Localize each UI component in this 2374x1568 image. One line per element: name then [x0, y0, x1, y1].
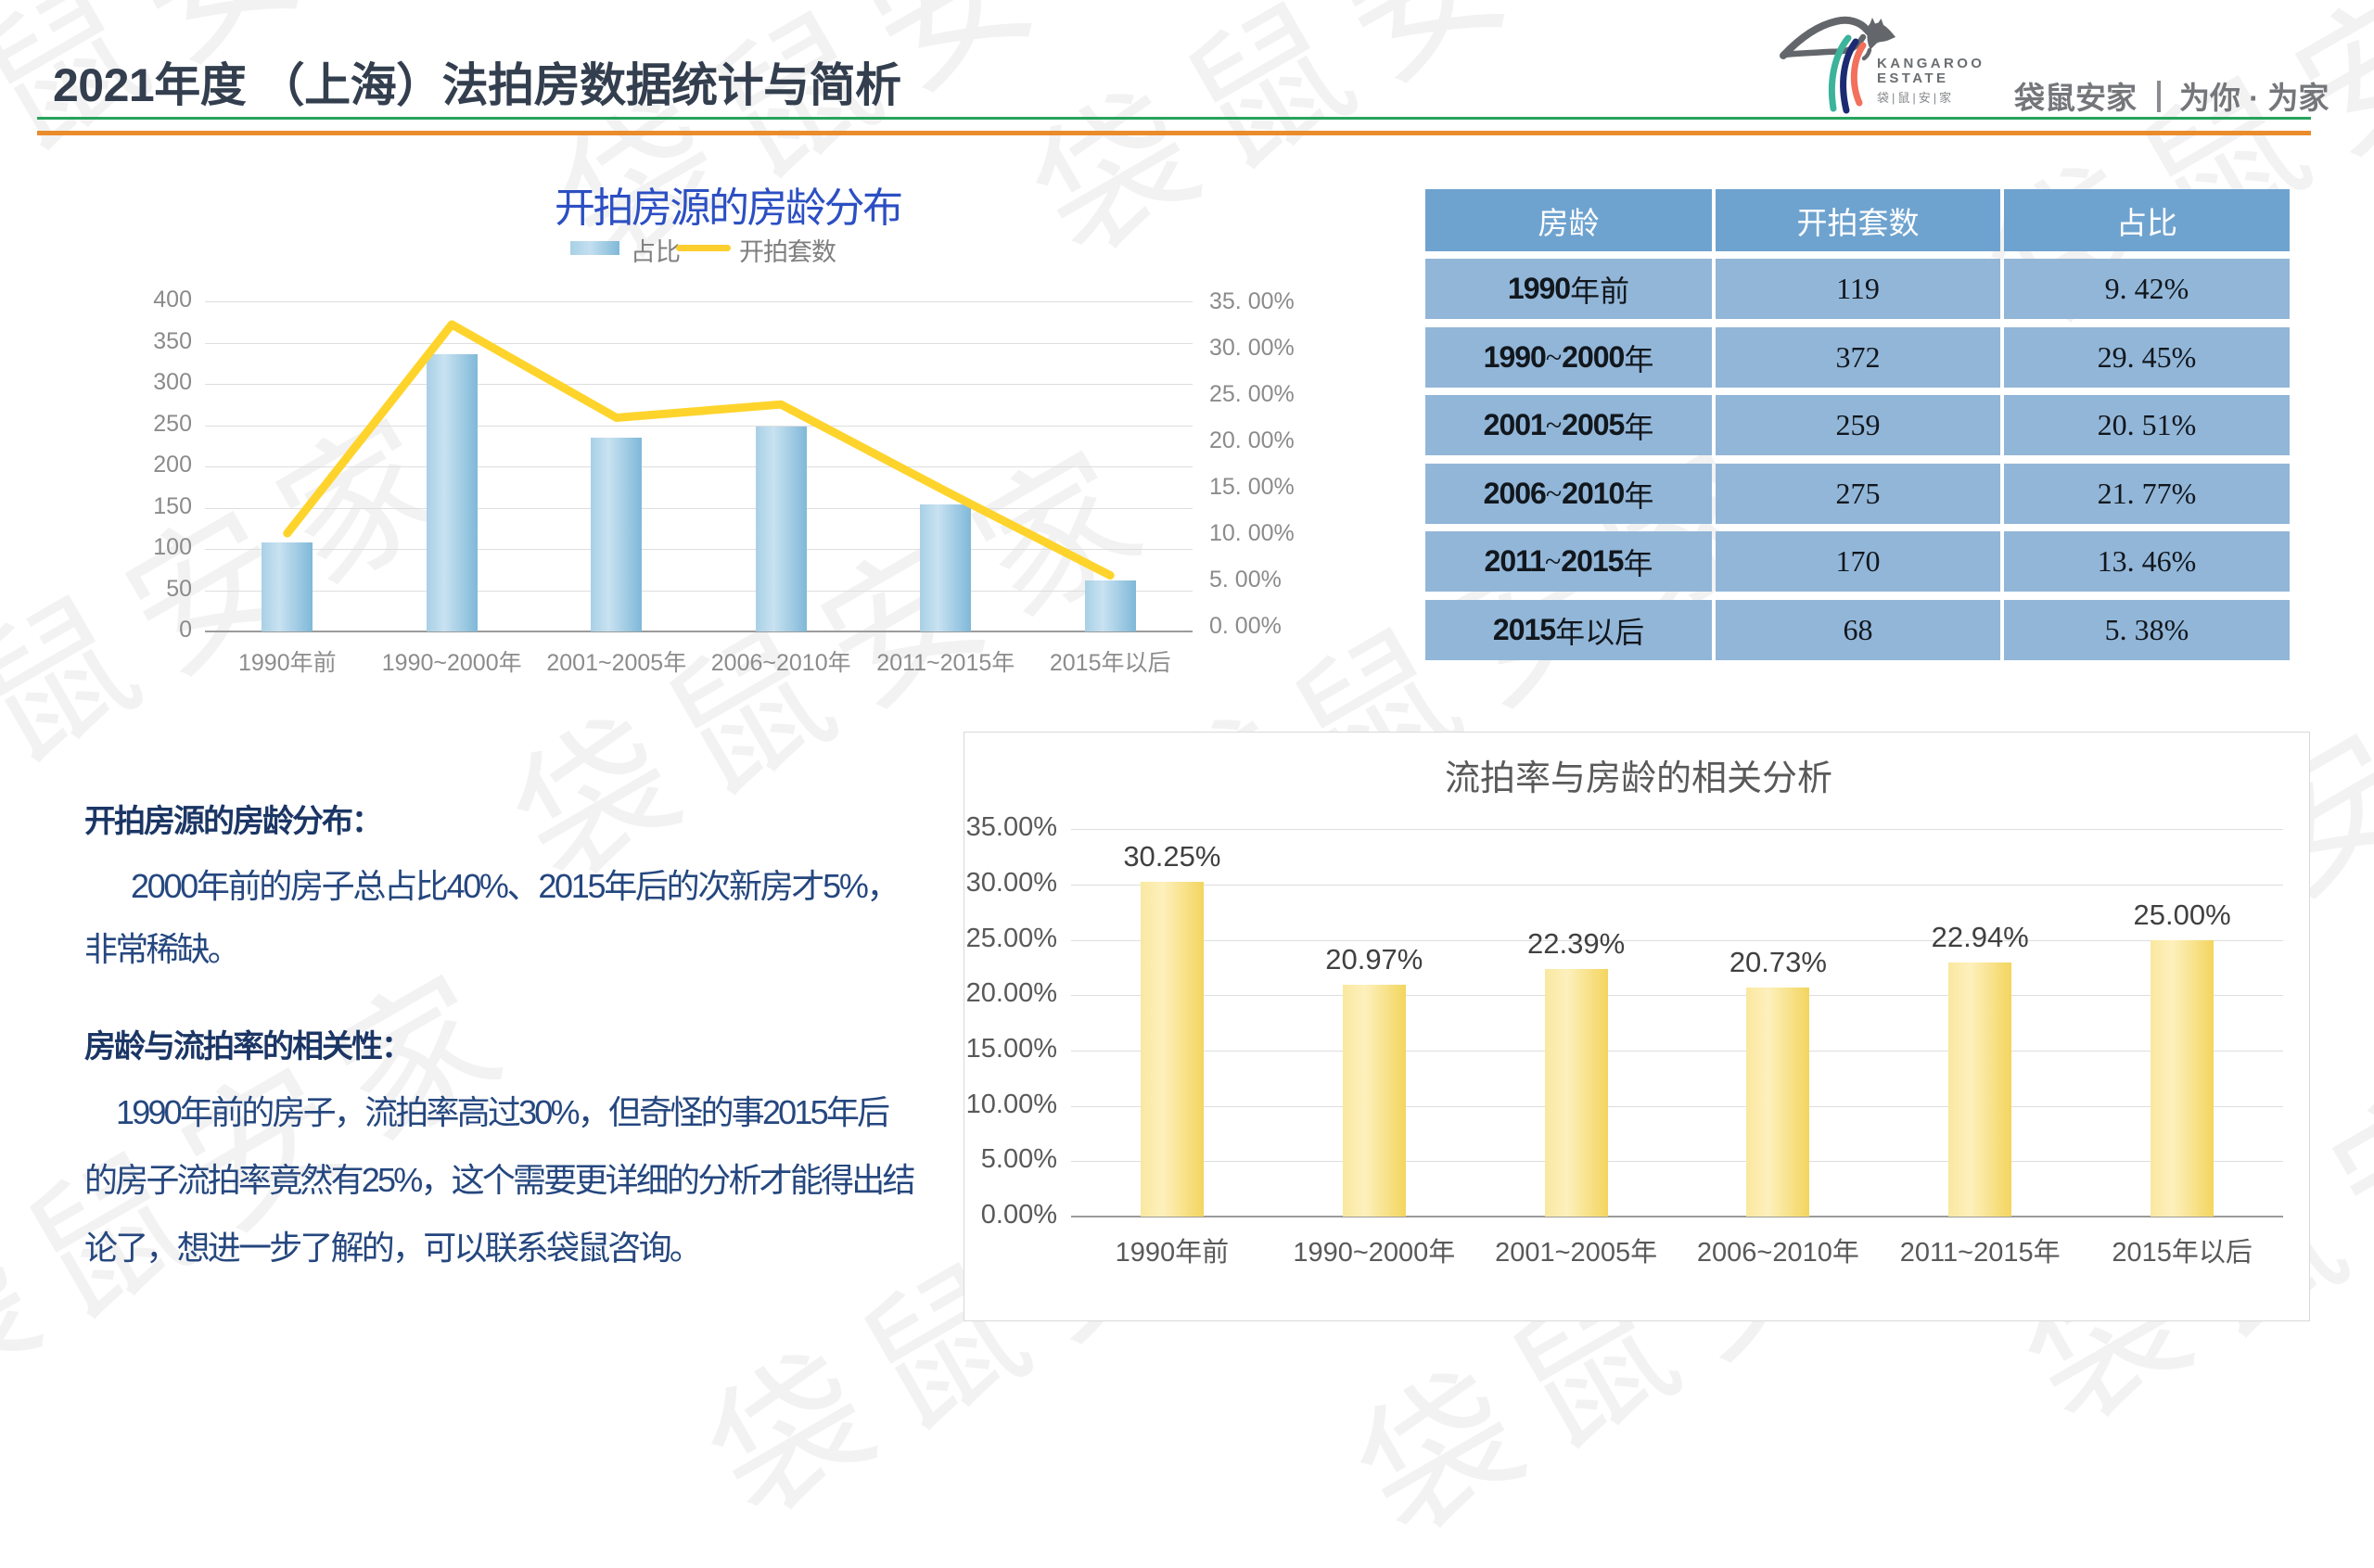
svg-text:ESTATE: ESTATE: [1877, 70, 1948, 86]
svg-text:KANGAROO: KANGAROO: [1877, 56, 1985, 71]
svg-text:袋|鼠|安|家: 袋|鼠|安|家: [1877, 91, 1954, 105]
